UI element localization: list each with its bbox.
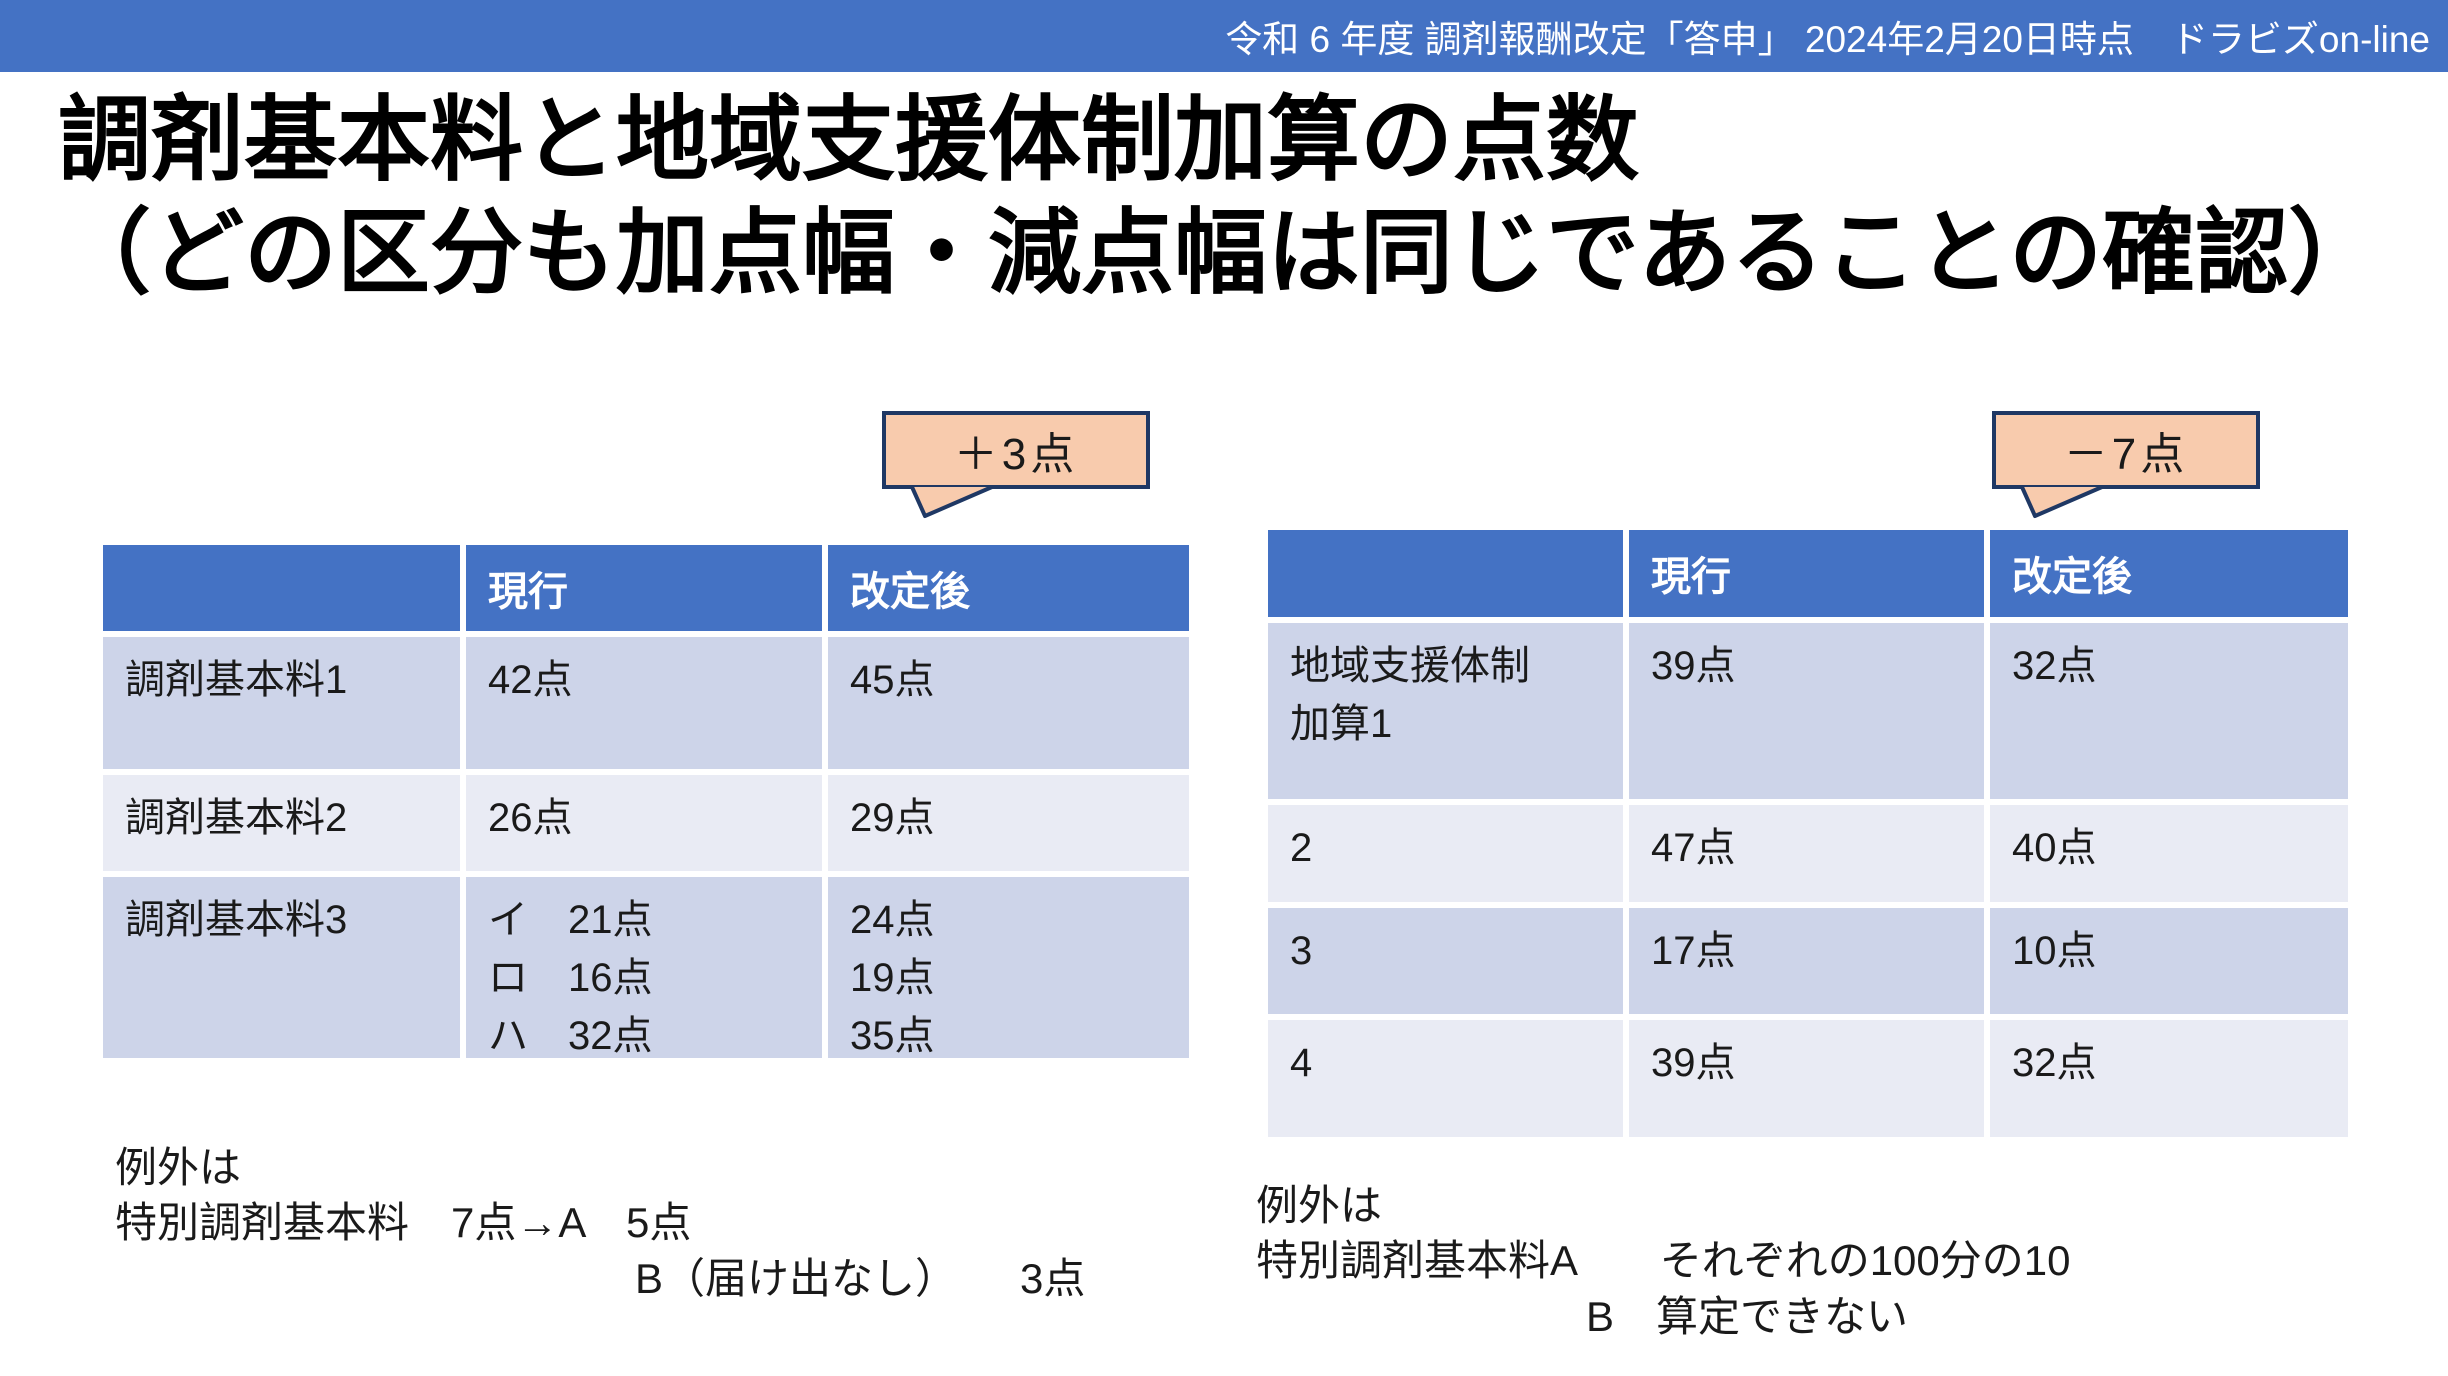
row-label: 3: [1268, 908, 1623, 1014]
callout-plus3-text: ＋3点: [953, 430, 1079, 479]
row-label: 調剤基本料2: [103, 775, 460, 871]
title-line-2: （どの区分も加点幅・減点幅は同じであることの確認）: [58, 201, 2382, 306]
cell-revised: 24点 19点 35点: [828, 877, 1189, 1058]
note-line: 特別調剤基本料 7点→A 5点: [115, 1199, 692, 1247]
cell-revised: 32点: [1990, 1020, 2348, 1137]
cell-current: 39点: [1629, 1020, 1984, 1137]
cell-revised: 29点: [828, 775, 1189, 871]
note-line: B 算定できない: [1586, 1292, 1909, 1340]
note-line: 特別調剤基本料A それぞれの100分の10: [1256, 1237, 2071, 1285]
column-header-revised: 改定後: [1990, 530, 2348, 617]
exception-note-left: 例外は 特別調剤基本料 7点→A 5点 B（届け出なし） 3点: [115, 1140, 1085, 1306]
cell-revised: 32点: [1990, 623, 2348, 799]
title-line-1: 調剤基本料と地域支援体制加算の点数: [58, 88, 1639, 192]
callout-minus7-text: －7点: [2063, 430, 2189, 479]
column-header-blank: [103, 545, 460, 631]
row-label: 地域支援体制 加算1: [1268, 623, 1623, 799]
row-label: 4: [1268, 1020, 1623, 1137]
cell-revised: 45点: [828, 637, 1189, 769]
cell-current: 26点: [466, 775, 822, 871]
cell-current: 47点: [1629, 805, 1984, 902]
column-header-revised: 改定後: [828, 545, 1189, 631]
cell-current: 17点: [1629, 908, 1984, 1014]
table-regional-support-addition: 現行 改定後 地域支援体制 加算1 39点 32点 2 47点 40点 3 17…: [1268, 530, 2348, 1137]
row-label: 2: [1268, 805, 1623, 902]
cell-current: イ 21点 ロ 16点 ハ 32点: [466, 877, 822, 1058]
callout-minus7-tail-icon: [2020, 485, 2103, 518]
top-banner: 令和 6 年度 調剤報酬改定「答申」 2024年2月20日時点 ドラビズon-l…: [0, 0, 2448, 72]
top-banner-text: 令和 6 年度 調剤報酬改定「答申」 2024年2月20日時点 ドラビズon-l…: [1225, 19, 2430, 60]
cell-current: 42点: [466, 637, 822, 769]
note-line: 例外は: [115, 1144, 242, 1191]
column-header-current: 現行: [466, 545, 822, 631]
column-header-current: 現行: [1629, 530, 1984, 617]
callout-minus7: －7点: [1992, 411, 2260, 489]
cell-current: 39点: [1629, 623, 1984, 799]
callout-plus3: ＋3点: [882, 411, 1150, 489]
cell-revised: 10点: [1990, 908, 2348, 1014]
callout-plus3-tail-icon: [910, 485, 993, 518]
note-line: B（届け出なし） 3点: [635, 1254, 1086, 1302]
row-label: 調剤基本料3: [103, 877, 460, 1058]
note-line: 例外は: [1256, 1182, 1383, 1229]
exception-note-right: 例外は 特別調剤基本料A それぞれの100分の10 B 算定できない: [1256, 1178, 2071, 1344]
cell-revised: 40点: [1990, 805, 2348, 902]
row-label: 調剤基本料1: [103, 637, 460, 769]
column-header-blank: [1268, 530, 1623, 617]
table-dispensing-basic-fee: 現行 改定後 調剤基本料1 42点 45点 調剤基本料2 26点 29点 調剤基…: [103, 545, 1189, 1058]
page-title: 調剤基本料と地域支援体制加算の点数 （どの区分も加点幅・減点幅は同じであることの…: [58, 84, 2381, 311]
